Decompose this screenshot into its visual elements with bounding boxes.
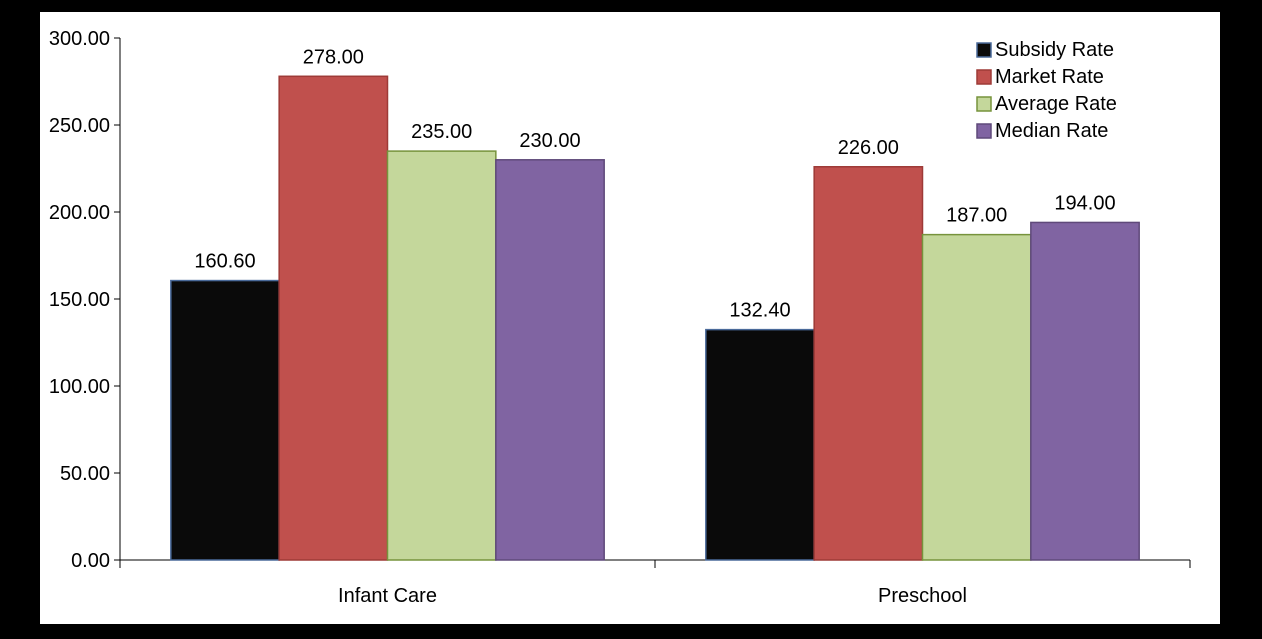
x-category-label: Infant Care — [338, 585, 437, 607]
legend-swatch — [976, 69, 992, 85]
data-label: 230.00 — [519, 130, 580, 152]
bar-subsidy-rate-preschool — [705, 328, 815, 561]
legend-swatch — [976, 96, 992, 112]
y-tick-label: 200.00 — [49, 202, 110, 224]
data-label: 187.00 — [946, 205, 1007, 227]
data-label: 226.00 — [838, 137, 899, 159]
bar-average-rate-infant-care — [386, 150, 497, 561]
legend-label: Average Rate — [995, 93, 1117, 115]
y-tick-label: 250.00 — [49, 115, 110, 137]
bar-subsidy-rate-infant-care — [170, 279, 280, 561]
y-tick-label: 50.00 — [60, 463, 110, 485]
data-label: 160.60 — [194, 251, 255, 273]
data-label: 278.00 — [303, 46, 364, 68]
data-label: 235.00 — [411, 121, 472, 143]
plot-area: 0.00 50.00 100.00 150.00 200.00 250.00 300.00 1… — [49, 28, 1191, 607]
data-label: 194.00 — [1054, 192, 1115, 214]
legend-label: Market Rate — [995, 66, 1104, 88]
y-tick-label: 300.00 — [49, 28, 110, 50]
bar-market-rate-infant-care — [278, 75, 389, 561]
y-tick-label: 150.00 — [49, 289, 110, 311]
bar-average-rate-preschool — [921, 233, 1032, 561]
bar-median-rate-preschool — [1030, 221, 1140, 561]
y-tick-label: 100.00 — [49, 376, 110, 398]
data-label: 132.40 — [729, 300, 790, 322]
bar-market-rate-preschool — [813, 166, 924, 561]
legend-label: Subsidy Rate — [995, 39, 1114, 61]
legend-swatch — [976, 123, 992, 139]
y-tick-label: 0.00 — [71, 550, 110, 572]
bar-median-rate-infant-care — [495, 159, 605, 561]
x-category-label: Preschool — [878, 585, 967, 607]
legend-label: Median Rate — [995, 120, 1108, 142]
legend-swatch — [976, 42, 992, 58]
